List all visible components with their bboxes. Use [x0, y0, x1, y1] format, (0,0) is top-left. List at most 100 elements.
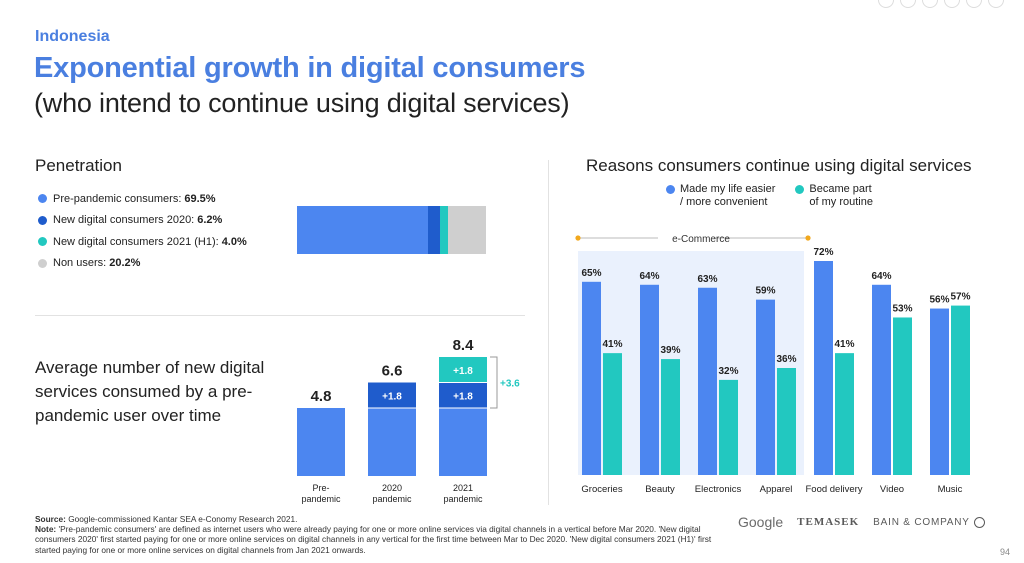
reason-bar	[777, 368, 796, 475]
legend-series-name: Pre-pandemic consumers:	[53, 192, 182, 205]
reason-category-label: Groceries	[581, 484, 622, 495]
avg-segment-label: +1.8	[382, 391, 402, 402]
reason-value-label: 32%	[718, 366, 738, 377]
reason-value-label: 64%	[871, 271, 891, 282]
legend-item-convenient: Made my life easier / more convenient	[666, 183, 775, 209]
country-label: Indonesia	[35, 28, 110, 45]
reason-bar	[835, 353, 854, 475]
reason-bar	[814, 261, 833, 475]
reason-bar	[698, 287, 717, 475]
avg-category-label: pandemic	[443, 494, 483, 504]
bain-circle-icon	[973, 516, 985, 528]
avg-bar-segment	[439, 382, 487, 408]
legend-series-value: 6.2%	[197, 214, 223, 227]
reason-value-label: 64%	[639, 271, 659, 282]
reason-value-label: 65%	[581, 268, 601, 279]
avg-category-label: Pre-	[312, 483, 329, 493]
ecommerce-marker-left	[575, 235, 581, 241]
ecommerce-group-label: e-Commerce	[672, 234, 730, 245]
avg-bar-segment	[368, 382, 416, 408]
legend-dot	[38, 215, 47, 225]
legend-label: Made my life easier / more convenient	[680, 183, 776, 208]
reason-value-label: 59%	[755, 286, 775, 297]
penetration-bar-segment	[297, 206, 429, 254]
penetration-bar-segment	[447, 206, 486, 254]
legend-label: Became part of my routine	[809, 183, 873, 208]
reasons-legend: Made my life easier / more convenient Be…	[666, 183, 873, 209]
reason-bar	[640, 284, 659, 475]
legend-dot	[38, 258, 47, 268]
average-services-title: Average number of new digital services c…	[35, 358, 265, 425]
reason-value-label: 53%	[892, 303, 912, 314]
reason-bar	[603, 353, 622, 475]
avg-segment-label: +1.8	[453, 391, 473, 402]
avg-bar-segment	[439, 408, 487, 476]
avg-category-label: 2021	[453, 483, 473, 493]
avg-category-label: 2020	[382, 483, 402, 493]
note-line: Note: 'Pre-pandemic consumers' are defin…	[35, 524, 712, 555]
bain-logo: BAIN & COMPANY	[873, 516, 985, 528]
google-logo: Google	[738, 514, 784, 530]
reason-category-label: Music	[938, 484, 963, 495]
page-subtitle: (who intend to continue using digital se…	[34, 88, 570, 118]
legend-series-name: Non users:	[53, 257, 107, 270]
legend-dot-teal	[795, 185, 805, 194]
reason-bar	[951, 305, 970, 475]
reason-bar	[756, 299, 775, 475]
reason-value-label: 41%	[602, 339, 622, 350]
penetration-legend-item: Non users: 20.2%	[38, 253, 247, 275]
avg-bar-segment	[439, 357, 487, 383]
legend-series-value: 4.0%	[221, 235, 247, 248]
legend-dot	[38, 194, 47, 204]
reason-bar	[582, 281, 601, 475]
ecommerce-marker-right	[805, 235, 811, 241]
reason-value-label: 39%	[660, 345, 680, 356]
penetration-legend-item: New digital consumers 2021 (H1): 4.0%	[38, 231, 247, 253]
reason-value-label: 57%	[950, 292, 970, 303]
avg-total-label: 6.6	[382, 363, 403, 380]
growth-bracket	[490, 356, 498, 409]
legend-dot	[38, 237, 47, 247]
penetration-legend-item: New digital consumers 2020: 6.2%	[38, 210, 247, 232]
reasons-title: Reasons consumers continue using digital…	[586, 156, 972, 175]
reason-category-label: Food delivery	[805, 484, 862, 495]
source-line: Source: Google-commissioned Kantar SEA e…	[35, 514, 298, 524]
penetration-legend: Pre-pandemic consumers: 69.5% New digital …	[38, 188, 247, 274]
penetration-bar-segment	[428, 206, 441, 254]
horizontal-divider	[35, 315, 525, 316]
reason-bar	[930, 308, 949, 475]
reason-value-label: 36%	[776, 354, 796, 365]
penetration-legend-item: Pre-pandemic consumers: 69.5%	[38, 188, 247, 210]
penetration-stacked-bar	[297, 206, 486, 254]
partner-logos: Google TEMASEK BAIN & COMPANY	[738, 514, 985, 530]
reason-value-label: 41%	[834, 339, 854, 350]
penetration-bar-segment	[440, 206, 448, 254]
avg-category-label: pandemic	[372, 494, 412, 504]
penetration-title: Penetration	[35, 156, 122, 175]
reason-bar	[719, 379, 738, 475]
temasek-logo: TEMASEK	[797, 516, 860, 528]
legend-series-name: New digital consumers 2021 (H1):	[53, 235, 219, 248]
reason-category-label: Electronics	[695, 484, 742, 495]
reason-category-label: Video	[880, 484, 904, 495]
avg-bar-segment	[368, 408, 416, 476]
growth-bracket-label: +3.6	[500, 379, 520, 390]
vertical-divider	[548, 160, 549, 505]
avg-segment-label: +1.8	[453, 366, 473, 377]
page-number: 94	[999, 547, 1010, 557]
reason-value-label: 72%	[813, 247, 833, 258]
reason-bar	[661, 359, 680, 475]
legend-item-routine: Became part of my routine	[795, 183, 873, 209]
reason-bar	[872, 284, 891, 475]
reason-value-label: 56%	[929, 295, 949, 306]
legend-series-value: 20.2%	[109, 257, 141, 270]
legend-series-name: New digital consumers 2020:	[53, 214, 195, 227]
reason-category-label: Apparel	[760, 484, 793, 495]
reason-bar	[893, 317, 912, 475]
avg-total-label: 4.8	[311, 388, 332, 405]
average-services-chart: 4.8Pre-pandemic+1.86.62020pandemic+1.8+1…	[297, 337, 520, 504]
reason-value-label: 63%	[697, 274, 717, 285]
reasons-chart: e-Commerce 65% 41% Groceries 64% 39% Beauty 63%…	[575, 234, 971, 495]
avg-bar-segment	[297, 408, 345, 476]
legend-dot-blue	[666, 185, 675, 194]
